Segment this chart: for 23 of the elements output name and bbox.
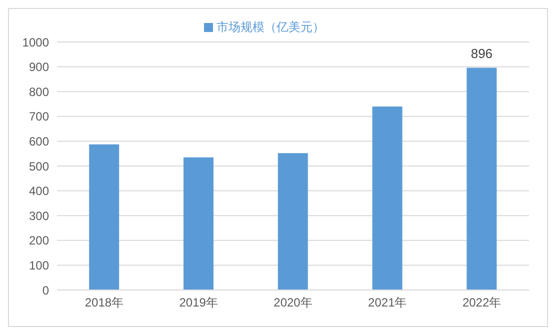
y-tick-label: 400: [28, 184, 50, 198]
x-tick-label: 2019年: [179, 296, 218, 310]
y-tick-label: 100: [28, 258, 50, 272]
y-tick-label: 800: [28, 84, 50, 99]
bar: [183, 157, 214, 290]
y-tick-label: 1000: [22, 35, 50, 50]
legend-label: 市场规模（亿美元）: [216, 20, 324, 34]
x-tick-label: 2022年: [462, 296, 502, 310]
bar: [372, 106, 402, 290]
y-tick-label: 900: [28, 60, 50, 74]
data-label: 896: [470, 46, 493, 61]
bar: [278, 153, 308, 290]
y-tick-label: 0: [42, 283, 50, 298]
bar: [466, 68, 497, 290]
y-tick-label: 300: [28, 208, 50, 223]
y-tick-label: 200: [28, 234, 50, 248]
x-tick-label: 2020年: [274, 296, 312, 310]
bar: [89, 144, 120, 290]
y-tick-label: 500: [28, 159, 50, 174]
y-tick-label: 600: [28, 134, 50, 148]
x-tick-label: 2021年: [368, 296, 407, 310]
y-tick-label: 700: [28, 110, 50, 124]
x-tick-label: 2018年: [84, 296, 124, 310]
